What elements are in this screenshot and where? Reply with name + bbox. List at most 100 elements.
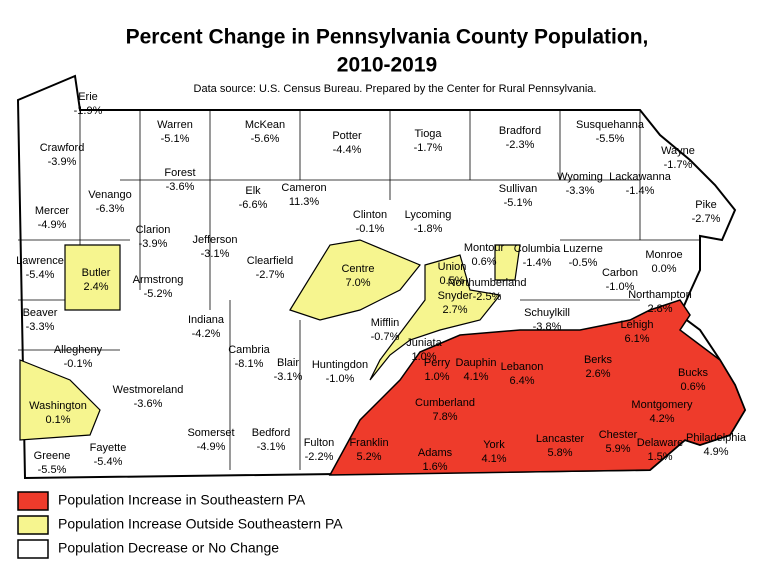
county-name: Butler bbox=[82, 267, 111, 279]
county-name: Clinton bbox=[353, 209, 387, 221]
county-name: Luzerne bbox=[563, 243, 603, 255]
county-change: 2.7% bbox=[442, 304, 467, 316]
county-change: -1.0% bbox=[606, 281, 635, 293]
county-change: -1.7% bbox=[664, 159, 693, 171]
growth-region bbox=[64, 244, 121, 311]
county-change: 2.4% bbox=[83, 281, 108, 293]
county-name: Cambria bbox=[228, 344, 270, 356]
county-change: -4.2% bbox=[192, 328, 221, 340]
county-name: Lawrence bbox=[16, 255, 64, 267]
county-name: Adams bbox=[418, 447, 453, 459]
county-change: -3.3% bbox=[26, 321, 55, 333]
county-change: 4.2% bbox=[649, 413, 674, 425]
county-change: -5.4% bbox=[94, 456, 123, 468]
county-name: Bucks bbox=[678, 367, 708, 379]
county-name: Elk bbox=[245, 185, 261, 197]
county-name: Snyder bbox=[438, 290, 473, 302]
county-change: 0.5% bbox=[439, 275, 464, 287]
county-change: -2.3% bbox=[506, 139, 535, 151]
county-change: -6.3% bbox=[96, 203, 125, 215]
county-name: Indiana bbox=[188, 314, 225, 326]
county-name: Lancaster bbox=[536, 433, 585, 445]
legend: Population Increase in Southeastern PA Po… bbox=[17, 491, 343, 559]
county-name: Sullivan bbox=[499, 183, 538, 195]
county-name: Mercer bbox=[35, 205, 70, 217]
growth-region bbox=[369, 254, 502, 381]
county-change: -3.1% bbox=[257, 441, 286, 453]
county-change: -3.6% bbox=[166, 181, 195, 193]
county-name: York bbox=[483, 439, 505, 451]
county-change: -0.5% bbox=[569, 257, 598, 269]
legend-swatch bbox=[17, 491, 49, 511]
county-change: -5.4% bbox=[26, 269, 55, 281]
county-name: Carbon bbox=[602, 267, 638, 279]
county-name: Greene bbox=[34, 450, 71, 462]
county-name: Blair bbox=[277, 357, 299, 369]
county-name: Bedford bbox=[252, 427, 291, 439]
county-name: Fayette bbox=[90, 442, 127, 454]
growth-region bbox=[19, 359, 101, 441]
county-change: -3.3% bbox=[566, 185, 595, 197]
county-name: Susquehanna bbox=[576, 119, 645, 131]
county-change: -5.6% bbox=[251, 133, 280, 145]
county-name: Union bbox=[438, 261, 467, 273]
county-change: -4.9% bbox=[38, 219, 67, 231]
county-name: McKean bbox=[245, 119, 285, 131]
county-change: -3.1% bbox=[274, 371, 303, 383]
county-name: Potter bbox=[332, 130, 362, 142]
source: Data source: U.S. Census Bureau. Prepare… bbox=[194, 83, 597, 95]
county-name: Lycoming bbox=[405, 209, 452, 221]
county-change: 4.1% bbox=[463, 371, 488, 383]
county-change: 6.1% bbox=[624, 333, 649, 345]
county-change: -5.1% bbox=[504, 197, 533, 209]
county-change: -3.8% bbox=[533, 321, 562, 333]
county-change: -2.5% bbox=[473, 291, 502, 303]
county-name: Huntingdon bbox=[312, 359, 368, 371]
county-change: -1.8% bbox=[414, 223, 443, 235]
county-change: -0.1% bbox=[64, 358, 93, 370]
county-name: Northampton bbox=[628, 289, 692, 301]
state bbox=[16, 74, 747, 480]
county-change: -5.1% bbox=[161, 133, 190, 145]
legend-label: Population Decrease or No Change bbox=[58, 540, 279, 556]
county-name: Venango bbox=[88, 189, 131, 201]
county-change: 0.6% bbox=[680, 381, 705, 393]
county-name: Centre bbox=[341, 263, 374, 275]
county-change: 5.9% bbox=[605, 443, 630, 455]
county-change: -2.2% bbox=[305, 451, 334, 463]
county-name: Philadelphia bbox=[686, 432, 747, 444]
county-change: -2.7% bbox=[692, 213, 721, 225]
county-change: 7.0% bbox=[345, 277, 370, 289]
county-change: 2.6% bbox=[585, 368, 610, 380]
county-name: Bradford bbox=[499, 125, 541, 137]
county-name: Warren bbox=[157, 119, 193, 131]
county-change: -4.9% bbox=[197, 441, 226, 453]
county-change: 1.0% bbox=[424, 371, 449, 383]
county-name: Schuylkill bbox=[524, 307, 570, 319]
county-name: Allegheny bbox=[54, 344, 103, 356]
county-change: 7.8% bbox=[432, 411, 457, 423]
county-change: 6.4% bbox=[509, 375, 534, 387]
county-change: 4.9% bbox=[703, 446, 728, 458]
county-labels: Erie -1.9% Crawford -3.9% Warren -5.1% McKean -… bbox=[16, 91, 747, 476]
legend-swatch bbox=[17, 539, 49, 559]
county-name: Clearfield bbox=[247, 255, 293, 267]
county-change: 11.3% bbox=[289, 196, 320, 208]
county-change: -3.6% bbox=[134, 398, 163, 410]
county-name: Juniata bbox=[406, 337, 442, 349]
county-name: Franklin bbox=[349, 437, 388, 449]
county-name: Forest bbox=[164, 167, 195, 179]
county-change: -1.4% bbox=[626, 185, 655, 197]
growth-region bbox=[494, 244, 521, 281]
county-name: Perry bbox=[424, 357, 451, 369]
county-change: 0.0% bbox=[651, 263, 676, 275]
county-name: Wayne bbox=[661, 145, 695, 157]
county-name: Dauphin bbox=[456, 357, 497, 369]
county-name: Columbia bbox=[514, 243, 561, 255]
county-change: -2.7% bbox=[256, 269, 285, 281]
county-change: -8.1% bbox=[235, 358, 264, 370]
county-name: Lackawanna bbox=[609, 171, 672, 183]
county-change: -1.9% bbox=[74, 105, 103, 117]
southeast-region bbox=[328, 299, 746, 476]
county-name: Montour bbox=[464, 242, 505, 254]
